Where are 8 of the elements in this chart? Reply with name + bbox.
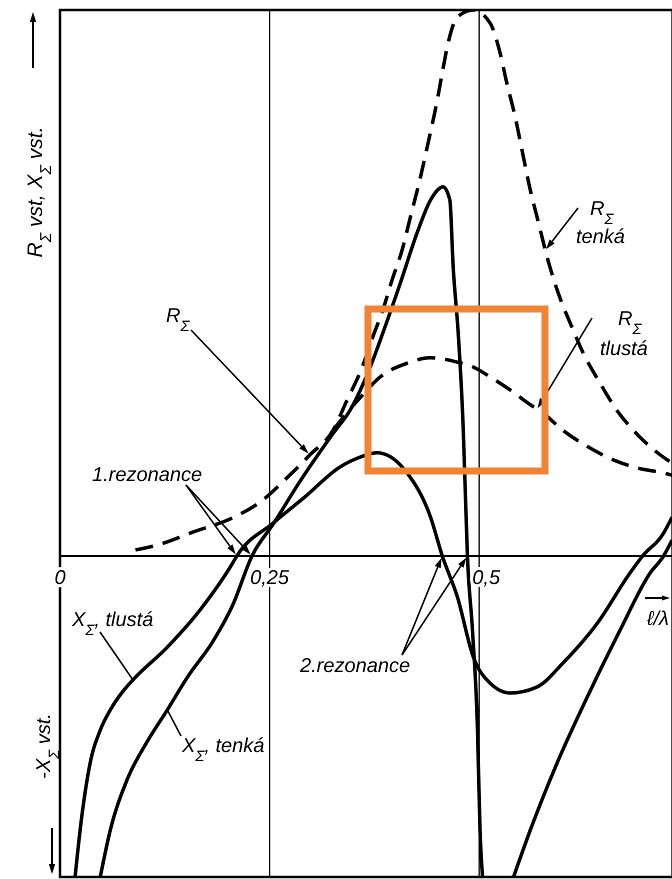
text: R$_{Σ}$ tlustá — [600, 308, 648, 360]
series-label: R$_{Σ}$ tenká — [576, 198, 625, 248]
series-label: X$_{Σ}$, tlustá — [71, 609, 154, 638]
annotation: 1.rezonance — [92, 464, 202, 486]
x-axis-title: ℓ/λ — [646, 608, 669, 630]
annotation: R$_{Σ}$ — [166, 305, 190, 334]
legend-label: X$_{Σ}$, tenká — [181, 735, 264, 764]
annotation: 2.rezonance — [299, 655, 410, 677]
